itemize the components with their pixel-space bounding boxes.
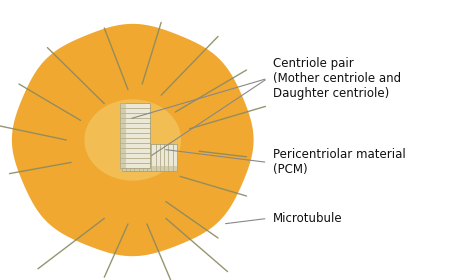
Text: Centriole pair
(Mother centriole and
Daughter centriole): Centriole pair (Mother centriole and Dau…	[273, 57, 401, 100]
FancyBboxPatch shape	[120, 103, 150, 168]
Polygon shape	[12, 24, 254, 256]
FancyBboxPatch shape	[122, 166, 177, 171]
FancyBboxPatch shape	[122, 144, 177, 171]
Text: Microtubule: Microtubule	[273, 212, 342, 225]
FancyBboxPatch shape	[120, 103, 126, 168]
Text: Pericentriolar material
(PCM): Pericentriolar material (PCM)	[273, 148, 405, 176]
Ellipse shape	[84, 99, 181, 181]
